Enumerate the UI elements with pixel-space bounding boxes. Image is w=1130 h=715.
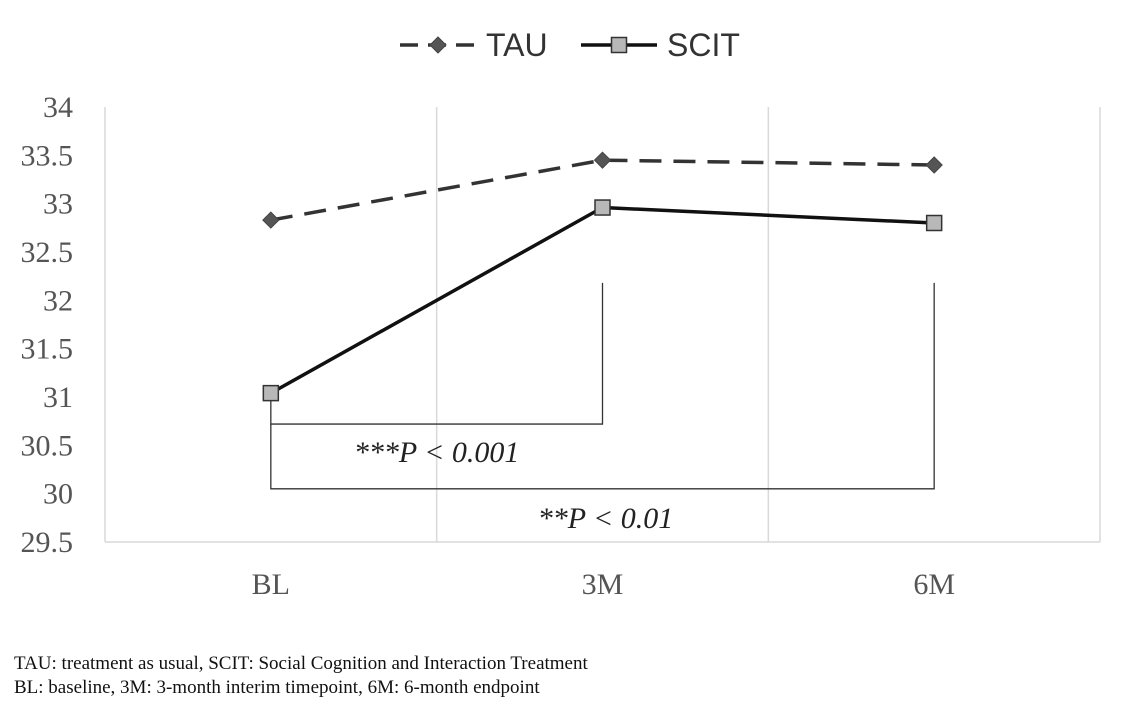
y-tick-label: 30 <box>43 478 73 511</box>
y-tick-label: 32 <box>43 284 73 317</box>
legend: TAU SCIT <box>400 27 740 63</box>
y-tick-label: 33.5 <box>21 139 74 172</box>
data-point-tau <box>262 211 280 229</box>
legend-label-tau: TAU <box>486 27 548 63</box>
y-tick-label: 31.5 <box>21 333 74 366</box>
annotations: ***P < 0.001 **P < 0.01 <box>354 436 673 535</box>
significance-brackets <box>270 282 935 490</box>
y-tick-label: 31 <box>43 381 73 414</box>
series-line-tau <box>270 158 935 222</box>
x-axis-ticks: BL 3M 6M <box>252 568 955 601</box>
data-point-scit <box>262 384 280 402</box>
annotation-p-bl-6m: **P < 0.01 <box>538 502 674 535</box>
legend-label-scit: SCIT <box>667 27 740 63</box>
caption-line-2: BL: baseline, 3M: 3-month interim timepo… <box>14 677 540 698</box>
caption-line-1: TAU: treatment as usual, SCIT: Social Co… <box>14 653 588 674</box>
series-layer <box>262 151 943 402</box>
data-point-tau <box>925 156 943 174</box>
figure-caption: TAU: treatment as usual, SCIT: Social Co… <box>14 652 588 700</box>
bracket-bl-3m <box>270 282 604 425</box>
bracket-bl-6m <box>270 282 935 490</box>
line-chart: 34 33.5 33 32.5 32 31.5 31 30.5 30 29.5 BL 3M 6M TA… <box>21 27 1101 601</box>
y-tick-label: 34 <box>43 91 73 124</box>
x-tick-label: 6M <box>913 568 955 601</box>
y-tick-label: 33 <box>43 188 73 221</box>
y-axis-ticks: 34 33.5 33 32.5 32 31.5 31 30.5 30 29.5 <box>21 91 74 559</box>
x-tick-label: 3M <box>582 568 624 601</box>
y-tick-label: 29.5 <box>21 526 74 559</box>
data-point-tau <box>593 151 612 169</box>
data-point-scit <box>594 199 611 216</box>
gridlines <box>104 107 1101 543</box>
legend-marker-scit <box>610 36 628 54</box>
annotation-p-bl-3m: ***P < 0.001 <box>354 436 520 469</box>
x-tick-label: BL <box>252 568 290 601</box>
legend-marker-tau <box>429 36 447 54</box>
data-point-scit <box>925 214 943 232</box>
y-tick-label: 30.5 <box>21 429 74 462</box>
y-tick-label: 32.5 <box>21 236 74 269</box>
